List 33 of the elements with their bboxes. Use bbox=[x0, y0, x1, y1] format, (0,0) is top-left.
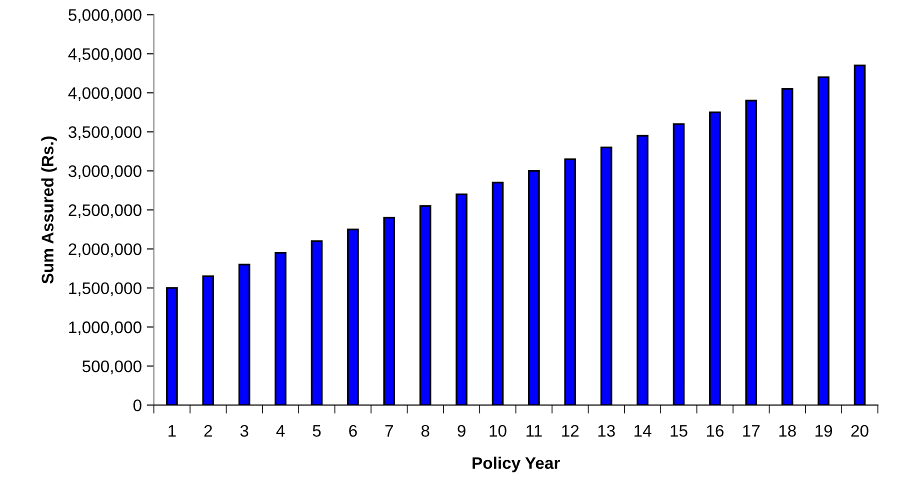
y-tick-label: 1,000,000 bbox=[69, 321, 142, 336]
x-tick-label: 9 bbox=[458, 424, 466, 437]
x-tick-label: 11 bbox=[526, 425, 542, 437]
x-tick-label: 17 bbox=[743, 425, 760, 437]
y-tick-label: 3,000,000 bbox=[68, 165, 142, 180]
x-tick-label: 18 bbox=[779, 424, 796, 437]
x-tick-label: 10 bbox=[490, 424, 506, 437]
y-tick-label: 4,500,000 bbox=[68, 48, 142, 62]
y-axis-title: Sum Assured (Rs.) bbox=[41, 136, 57, 284]
x-tick-label: 16 bbox=[706, 424, 724, 437]
x-tick-label: 13 bbox=[598, 424, 615, 437]
y-tick-label: 1,500,000 bbox=[69, 282, 142, 296]
x-tick-label: 5 bbox=[312, 425, 321, 437]
y-tick-label: 2,500,000 bbox=[68, 204, 142, 218]
x-tick-label: 19 bbox=[816, 424, 832, 437]
y-tick-label: 5,000,000 bbox=[68, 9, 142, 23]
x-tick-label: 2 bbox=[204, 424, 212, 437]
x-tick-label: 7 bbox=[385, 425, 393, 437]
y-tick-label: 3,500,000 bbox=[68, 126, 142, 140]
y-tick-label: 4,000,000 bbox=[68, 87, 142, 101]
x-tick-label: 1 bbox=[168, 425, 176, 437]
y-tick-label: 500,000 bbox=[82, 360, 142, 374]
x-tick-label: 8 bbox=[421, 424, 430, 437]
x-tick-label: 3 bbox=[240, 424, 248, 437]
x-tick-label: 4 bbox=[276, 425, 285, 437]
x-tick-label: 6 bbox=[349, 424, 357, 437]
y-tick-label: 2,000,000 bbox=[68, 243, 142, 258]
x-tick-label: 14 bbox=[634, 425, 652, 437]
y-tick-label: 0 bbox=[133, 399, 142, 412]
x-axis-title: Policy Year bbox=[472, 456, 560, 472]
x-tick-label: 20 bbox=[851, 424, 868, 437]
x-tick-label: 12 bbox=[562, 424, 579, 437]
x-tick-label: 15 bbox=[670, 425, 688, 437]
